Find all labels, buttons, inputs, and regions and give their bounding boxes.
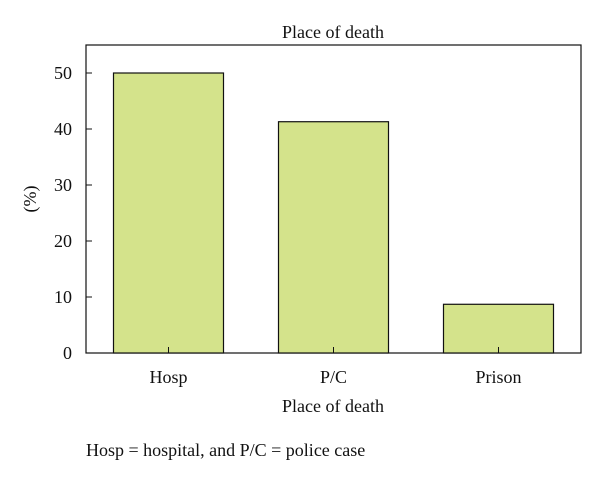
y-axis: 0 10 20 30 40 50: [54, 63, 92, 363]
chart-title: Place of death: [282, 22, 384, 42]
y-tick-label: 20: [54, 231, 72, 251]
y-axis-label: (%): [20, 186, 41, 213]
chart-footnote: Hosp = hospital, and P/C = police case: [86, 440, 366, 460]
bar-hosp: [112, 72, 225, 354]
y-tick-label: 10: [54, 287, 72, 307]
x-axis: Hosp P/C Prison: [149, 347, 522, 387]
bars-group: [112, 72, 555, 354]
y-tick-label: 0: [63, 343, 72, 363]
x-axis-label: Place of death: [282, 396, 384, 416]
bar-p-c: [277, 121, 390, 354]
y-tick-label: 40: [54, 119, 72, 139]
bar-prison: [442, 303, 555, 354]
y-tick-label: 50: [54, 63, 72, 83]
x-tick-label: Prison: [475, 367, 521, 387]
y-tick-label: 30: [54, 175, 72, 195]
x-tick-label: Hosp: [149, 367, 187, 387]
x-tick-label: P/C: [320, 367, 347, 387]
